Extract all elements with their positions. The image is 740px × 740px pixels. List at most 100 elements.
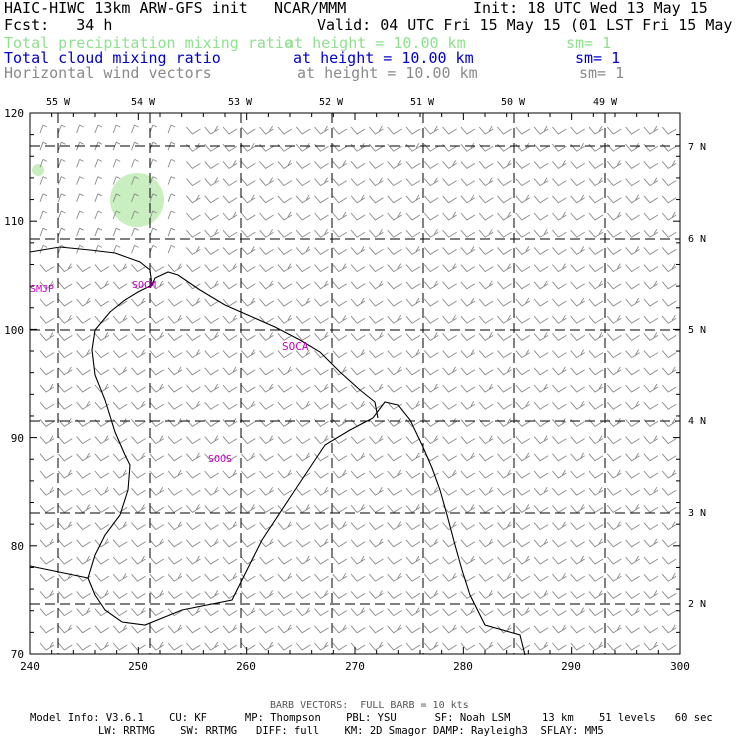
wind-barb	[478, 401, 494, 410]
wind-barb	[442, 591, 457, 599]
wind-barb	[442, 521, 457, 531]
wind-barb	[149, 298, 165, 307]
wind-barb	[515, 607, 531, 617]
wind-barb	[94, 350, 110, 359]
wind-barb	[661, 487, 677, 496]
wind-barb	[112, 436, 128, 445]
wind-barb	[131, 210, 139, 220]
wind-barb	[552, 436, 567, 445]
wind-barb	[625, 246, 640, 255]
wind-barb	[186, 297, 201, 307]
wind-barb	[423, 367, 439, 376]
wind-barb	[277, 126, 293, 135]
wind-barb	[661, 384, 677, 393]
wind-barb	[76, 367, 91, 376]
wind-barb	[277, 624, 293, 634]
wind-barb	[643, 195, 659, 204]
wind-barb	[94, 573, 110, 582]
wind-barb	[186, 436, 201, 445]
wind-barb	[149, 486, 165, 496]
wind-barb	[625, 126, 640, 135]
wind-barb	[149, 470, 165, 479]
wind-barb	[57, 642, 73, 651]
wind-barb	[295, 573, 311, 582]
wind-barb	[533, 641, 549, 651]
wind-barb	[643, 177, 659, 187]
wind-barb	[497, 487, 512, 496]
wind-barb	[112, 227, 121, 237]
wind-barb	[442, 401, 457, 410]
wind-barb	[570, 212, 585, 221]
wind-barb	[643, 556, 659, 565]
wind-barb	[222, 143, 238, 152]
wind-barb	[606, 247, 622, 255]
wind-barb	[314, 505, 329, 513]
wind-barb	[387, 178, 402, 187]
wind-barb	[570, 555, 585, 565]
wind-barb	[350, 349, 366, 359]
wind-barb	[314, 247, 329, 255]
wind-barb	[131, 522, 146, 531]
wind-barb	[295, 194, 311, 204]
wind-barb	[387, 505, 402, 513]
wind-barb	[94, 210, 103, 220]
wind-barb	[643, 453, 659, 462]
lon-label: 50 W	[501, 97, 526, 108]
wind-barb	[442, 333, 457, 341]
lon-label: 49 W	[593, 97, 618, 108]
wind-barb	[314, 143, 329, 152]
wind-barb	[423, 195, 439, 204]
wind-barb	[497, 126, 512, 135]
wind-barb	[295, 607, 311, 617]
wind-barb	[222, 642, 238, 651]
wind-barb	[295, 487, 311, 496]
wind-barb	[186, 349, 201, 359]
wind-barb	[588, 177, 604, 187]
wind-barb	[387, 126, 402, 135]
wind-barb	[39, 470, 55, 479]
wind-barb	[259, 350, 274, 359]
wind-barb	[387, 211, 402, 221]
wind-barb	[405, 349, 421, 359]
wind-barb	[332, 384, 348, 393]
wind-barb	[57, 624, 73, 634]
wind-barb	[515, 212, 531, 221]
wind-barb	[204, 383, 219, 393]
wind-barb	[222, 487, 238, 496]
y-tick-label: 120	[4, 107, 24, 120]
wind-barb	[39, 158, 48, 168]
wind-barb	[186, 591, 201, 599]
wind-barb	[405, 297, 421, 307]
wind-barb	[405, 281, 421, 290]
wind-barb	[423, 486, 439, 496]
wind-barb	[606, 281, 622, 290]
wind-barb	[94, 419, 110, 427]
wind-barb	[387, 556, 402, 565]
field-wind-sm: sm= 1	[579, 64, 625, 82]
wind-barb	[112, 469, 128, 479]
wind-barb	[405, 625, 421, 634]
wind-barb	[552, 333, 567, 341]
wind-barb	[131, 625, 146, 634]
wind-barb	[167, 505, 183, 513]
wind-barb	[625, 419, 640, 427]
wind-barb	[314, 195, 329, 204]
wind-barb	[39, 556, 55, 565]
wind-barb	[515, 400, 531, 410]
wind-barb	[259, 195, 274, 204]
wind-barb	[552, 263, 567, 273]
wind-barb	[552, 281, 567, 290]
wind-barb	[350, 126, 366, 135]
wind-barb	[39, 573, 55, 582]
wind-barb	[167, 624, 183, 634]
wind-barb	[423, 419, 439, 427]
wind-barb	[167, 453, 183, 462]
wind-barb	[186, 384, 201, 393]
wind-barb	[460, 281, 476, 290]
wind-barb	[332, 126, 348, 135]
wind-barb	[442, 350, 457, 359]
wind-barb	[131, 193, 139, 202]
wind-barb	[39, 367, 55, 376]
wind-barb	[332, 143, 348, 152]
wind-barb	[350, 212, 366, 221]
